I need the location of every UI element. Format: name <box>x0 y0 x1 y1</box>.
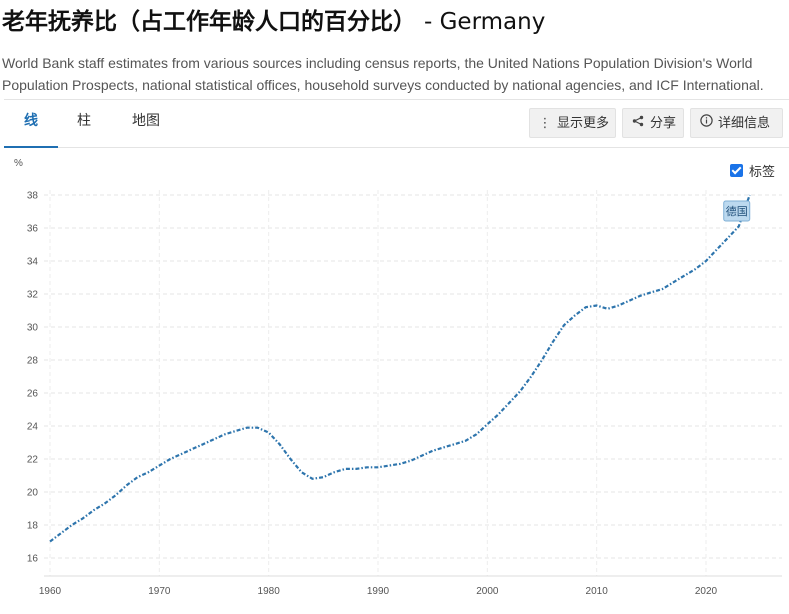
share-label: 分享 <box>650 116 677 131</box>
show-more-button[interactable]: ⋮ 显示更多 <box>529 108 616 138</box>
series-end-label-box <box>723 200 751 222</box>
series-line-germany <box>49 194 751 543</box>
info-icon <box>699 109 713 139</box>
chart-card: 线 柱 地图 ⋮ 显示更多 分享 详细信息 标签 % 16 18 20 22 24 26 28 3… <box>4 99 789 614</box>
tab-line[interactable]: 线 <box>4 100 58 148</box>
y-tick-label: 38 <box>27 191 39 202</box>
show-more-label: 显示更多 <box>557 116 610 131</box>
country-name: - Germany <box>424 9 546 35</box>
share-icon <box>631 109 645 139</box>
x-tick-label: 2010 <box>586 586 609 597</box>
y-tick-label: 34 <box>27 257 39 268</box>
title-text: 老年抚养比（占工作年龄人口的百分比） <box>2 9 416 35</box>
y-tick-label: 26 <box>27 389 39 400</box>
y-tick-label: 28 <box>27 356 39 367</box>
y-tick-label: 36 <box>27 224 39 235</box>
y-tick-label: 20 <box>27 488 39 499</box>
y-tick-label: 22 <box>27 455 39 466</box>
series-end-label: 德国 <box>726 204 748 218</box>
share-button[interactable]: 分享 <box>622 108 684 138</box>
tab-bar: 线 柱 地图 ⋮ 显示更多 分享 详细信息 <box>4 100 789 148</box>
labels-toggle-label: 标签 <box>748 165 775 180</box>
labels-checkbox[interactable] <box>729 164 743 177</box>
tab-map[interactable]: 地图 <box>132 113 160 129</box>
page-title: 老年抚养比（占工作年龄人口的百分比） - Germany <box>2 4 545 40</box>
x-tick-label: 2000 <box>476 586 499 597</box>
details-button[interactable]: 详细信息 <box>690 108 783 138</box>
tab-bar-chart[interactable]: 柱 <box>77 113 91 129</box>
y-tick-label: 30 <box>27 323 39 334</box>
x-tick-label: 1960 <box>39 586 62 597</box>
x-tick-label: 1990 <box>367 586 390 597</box>
line-chart: % 16 18 20 22 24 26 28 30 32 34 36 38 1960 1970 1980 199… <box>14 158 782 597</box>
labels-toggle[interactable]: 标签 <box>729 161 775 180</box>
x-tick-label: 2020 <box>695 586 718 597</box>
vertical-dots-icon: ⋮ <box>538 116 552 131</box>
y-tick-label: 24 <box>27 422 39 433</box>
source-note: World Bank staff estimates from various … <box>2 55 764 93</box>
y-tick-label: 18 <box>27 521 39 532</box>
details-label: 详细信息 <box>718 116 771 131</box>
y-axis-label: % <box>14 158 23 169</box>
x-tick-label: 1970 <box>148 586 171 597</box>
y-tick-label: 16 <box>27 554 39 565</box>
x-tick-label: 1980 <box>258 586 281 597</box>
y-tick-label: 32 <box>27 290 39 301</box>
